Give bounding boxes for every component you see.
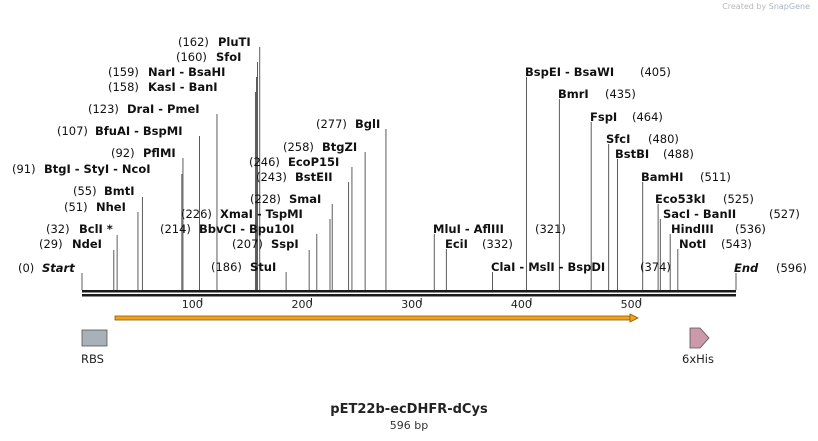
site-pflmi-label: PflMI bbox=[143, 146, 176, 160]
site-pluti-pos: (162) bbox=[178, 35, 209, 49]
site-mlui-pos: (321) bbox=[535, 222, 566, 236]
site-smai-pos: (228) bbox=[250, 192, 281, 206]
site-ndei-label: NdeI bbox=[72, 237, 102, 251]
site-sspi-label: SspI bbox=[271, 237, 299, 251]
site-hindiii-pos: (536) bbox=[735, 222, 766, 236]
site-bmri-pos: (435) bbox=[605, 87, 636, 101]
site-sspi-pos: (207) bbox=[232, 237, 263, 251]
site-bspei-label: BspEI - BsaWI bbox=[525, 65, 614, 79]
site-bfuai-label: BfuAI - BspMI bbox=[95, 124, 182, 138]
plasmid-name: pET22b-ecDHFR-dCys bbox=[330, 402, 488, 417]
site-nhei-label: NheI bbox=[96, 200, 126, 214]
site-sfoi-pos: (160) bbox=[176, 50, 207, 64]
site-bbvci-label: BbvCI - Bpu10I bbox=[199, 222, 294, 236]
site-bstbi-label: BstBI bbox=[615, 147, 649, 161]
site-hindiii-label: HindIII bbox=[671, 222, 714, 236]
site-smai-label: SmaI bbox=[289, 192, 321, 206]
site-bamhi-label: BamHI bbox=[641, 170, 683, 184]
site-btgi-pos: (91) bbox=[12, 162, 36, 176]
credit-prefix: Created by bbox=[722, 2, 769, 11]
site-eco53ki-pos: (525) bbox=[723, 192, 754, 206]
site-kasi-pos: (158) bbox=[108, 80, 139, 94]
site-pluti-label: PluTI bbox=[218, 35, 251, 49]
site-saci-label: SacI - BanII bbox=[663, 207, 736, 221]
site-nhei-pos: (51) bbox=[64, 200, 88, 214]
ruler-label-400: 400 bbox=[511, 298, 532, 311]
site-pflmi-pos: (92) bbox=[111, 146, 135, 160]
site-leader-lines bbox=[81, 47, 737, 290]
ruler-label-500: 500 bbox=[621, 298, 642, 311]
site-ecop15i-label: EcoP15I bbox=[288, 155, 339, 169]
rbs-feature-label: RBS bbox=[81, 352, 104, 366]
site-drai-pos: (123) bbox=[88, 102, 119, 116]
site-kasi-label: KasI - BanI bbox=[148, 80, 218, 94]
ruler-label-200: 200 bbox=[291, 298, 312, 311]
plasmid-linear-map: 100 200 300 400 500 (0) Start (29) NdeI (32)… bbox=[12, 35, 807, 366]
site-clai-label: ClaI - MslI - BspDI bbox=[491, 260, 605, 274]
rbs-feature-box bbox=[81, 329, 108, 347]
site-bgli-pos: (277) bbox=[316, 117, 347, 131]
site-btgzi-pos: (258) bbox=[283, 140, 314, 154]
site-bsteii-label: BstEII bbox=[295, 170, 333, 184]
site-ndei-pos: (29) bbox=[39, 237, 63, 251]
site-bfuai-pos: (107) bbox=[57, 124, 88, 138]
site-mlui-label: MluI - AflIII bbox=[433, 222, 504, 236]
site-bcli-pos: (32) bbox=[46, 222, 70, 236]
site-ecii-label: EciI bbox=[445, 237, 468, 251]
backbone-line-top bbox=[82, 290, 736, 293]
site-sfoi-label: SfoI bbox=[216, 50, 241, 64]
site-nari-label: NarI - BsaHI bbox=[148, 65, 225, 79]
site-bgli-label: BglI bbox=[355, 117, 380, 131]
site-fspi-pos: (464) bbox=[632, 110, 663, 124]
site-start-pos: (0) bbox=[18, 261, 34, 275]
site-bstbi-pos: (488) bbox=[663, 147, 694, 161]
snapgene-credit: Created by SnapGene bbox=[722, 2, 810, 11]
site-bmti-pos: (55) bbox=[73, 184, 97, 198]
site-bsteii-pos: (243) bbox=[256, 170, 287, 184]
site-xmai-label: XmaI - TspMI bbox=[220, 207, 303, 221]
site-end-label: End bbox=[734, 261, 759, 275]
site-clai-pos: (374) bbox=[640, 260, 671, 274]
plasmid-length: 596 bp bbox=[389, 419, 429, 432]
ruler-label-300: 300 bbox=[401, 298, 422, 311]
site-end-pos: (596) bbox=[776, 261, 807, 275]
ruler: 100 200 300 400 500 bbox=[182, 298, 642, 311]
site-fspi-label: FspI bbox=[590, 110, 617, 124]
site-stui-label: StuI bbox=[250, 260, 276, 274]
site-noti-label: NotI bbox=[679, 237, 706, 251]
his-tag-arrow bbox=[689, 327, 710, 349]
site-bspei-pos: (405) bbox=[640, 65, 671, 79]
site-bbvci-pos: (214) bbox=[160, 222, 191, 236]
site-ecii-pos: (332) bbox=[482, 237, 513, 251]
ruler-label-100: 100 bbox=[182, 298, 203, 311]
snapgene-brand: SnapGene bbox=[768, 2, 810, 11]
site-xmai-pos: (226) bbox=[181, 207, 212, 221]
site-bcli-label: BclI * bbox=[79, 222, 113, 236]
site-btgi-label: BtgI - StyI - NcoI bbox=[44, 162, 151, 176]
site-stui-pos: (186) bbox=[211, 260, 242, 274]
backbone-line-bottom bbox=[82, 294, 736, 297]
orf-arrow bbox=[114, 313, 639, 323]
site-bmri-label: BmrI bbox=[558, 87, 589, 101]
site-sfci-label: SfcI bbox=[606, 132, 630, 146]
site-nari-pos: (159) bbox=[108, 65, 139, 79]
site-drai-label: DraI - PmeI bbox=[127, 102, 200, 116]
site-sfci-pos: (480) bbox=[648, 132, 679, 146]
site-bamhi-pos: (511) bbox=[700, 170, 731, 184]
site-eco53ki-label: Eco53kI bbox=[655, 192, 706, 206]
site-saci-pos: (527) bbox=[769, 207, 800, 221]
site-noti-pos: (543) bbox=[721, 237, 752, 251]
his-tag-label: 6xHis bbox=[682, 352, 714, 366]
site-btgzi-label: BtgZI bbox=[322, 140, 357, 154]
site-bmti-label: BmtI bbox=[104, 184, 135, 198]
site-ecop15i-pos: (246) bbox=[249, 155, 280, 169]
site-start-label: Start bbox=[42, 261, 75, 275]
